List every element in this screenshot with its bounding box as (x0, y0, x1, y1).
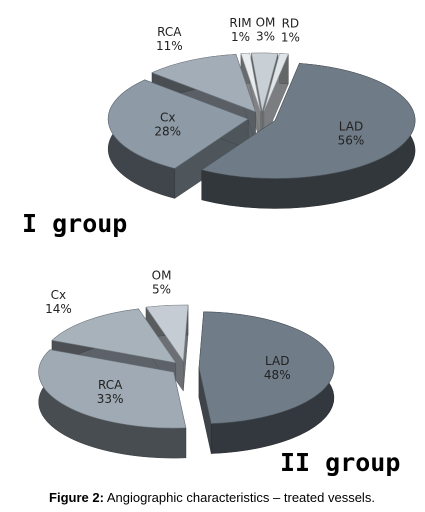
slice-label: OM (256, 15, 276, 29)
slice-label: RCA (157, 25, 182, 39)
slice (201, 63, 416, 179)
value-label: 3% (256, 29, 275, 43)
chart-title: II group (280, 448, 400, 477)
value-label: 48% (264, 368, 291, 382)
slice (38, 349, 187, 429)
slice (263, 53, 289, 112)
value-label: 1% (281, 30, 300, 44)
slice-label: RCA (98, 378, 123, 392)
slice-label: Cx (51, 288, 66, 302)
slice (251, 52, 279, 112)
slice-label: RD (282, 16, 300, 30)
value-label: 5% (152, 283, 171, 297)
slice-label: LAD (339, 119, 363, 133)
caption: Figure 2: Angiographic characteristics –… (49, 490, 375, 505)
caption-text: Angiographic characteristics – treated v… (107, 490, 375, 505)
slice-label: RIM (229, 16, 251, 30)
slice (107, 79, 249, 169)
slice (145, 304, 189, 362)
value-label: 1% (231, 30, 250, 44)
slice-label: OM (152, 269, 172, 283)
value-label: 56% (338, 133, 365, 147)
slice-label: Cx (160, 111, 175, 125)
slice (240, 52, 261, 112)
slice (198, 311, 335, 424)
value-label: 33% (97, 392, 124, 406)
value-label: 14% (45, 302, 72, 316)
slice (151, 54, 256, 113)
value-label: 28% (154, 125, 181, 139)
chart-title: I group (22, 209, 127, 238)
value-label: 11% (156, 39, 183, 53)
slice-label: LAD (265, 354, 289, 368)
slice (51, 308, 177, 364)
caption-label: Figure 2: (49, 490, 104, 505)
